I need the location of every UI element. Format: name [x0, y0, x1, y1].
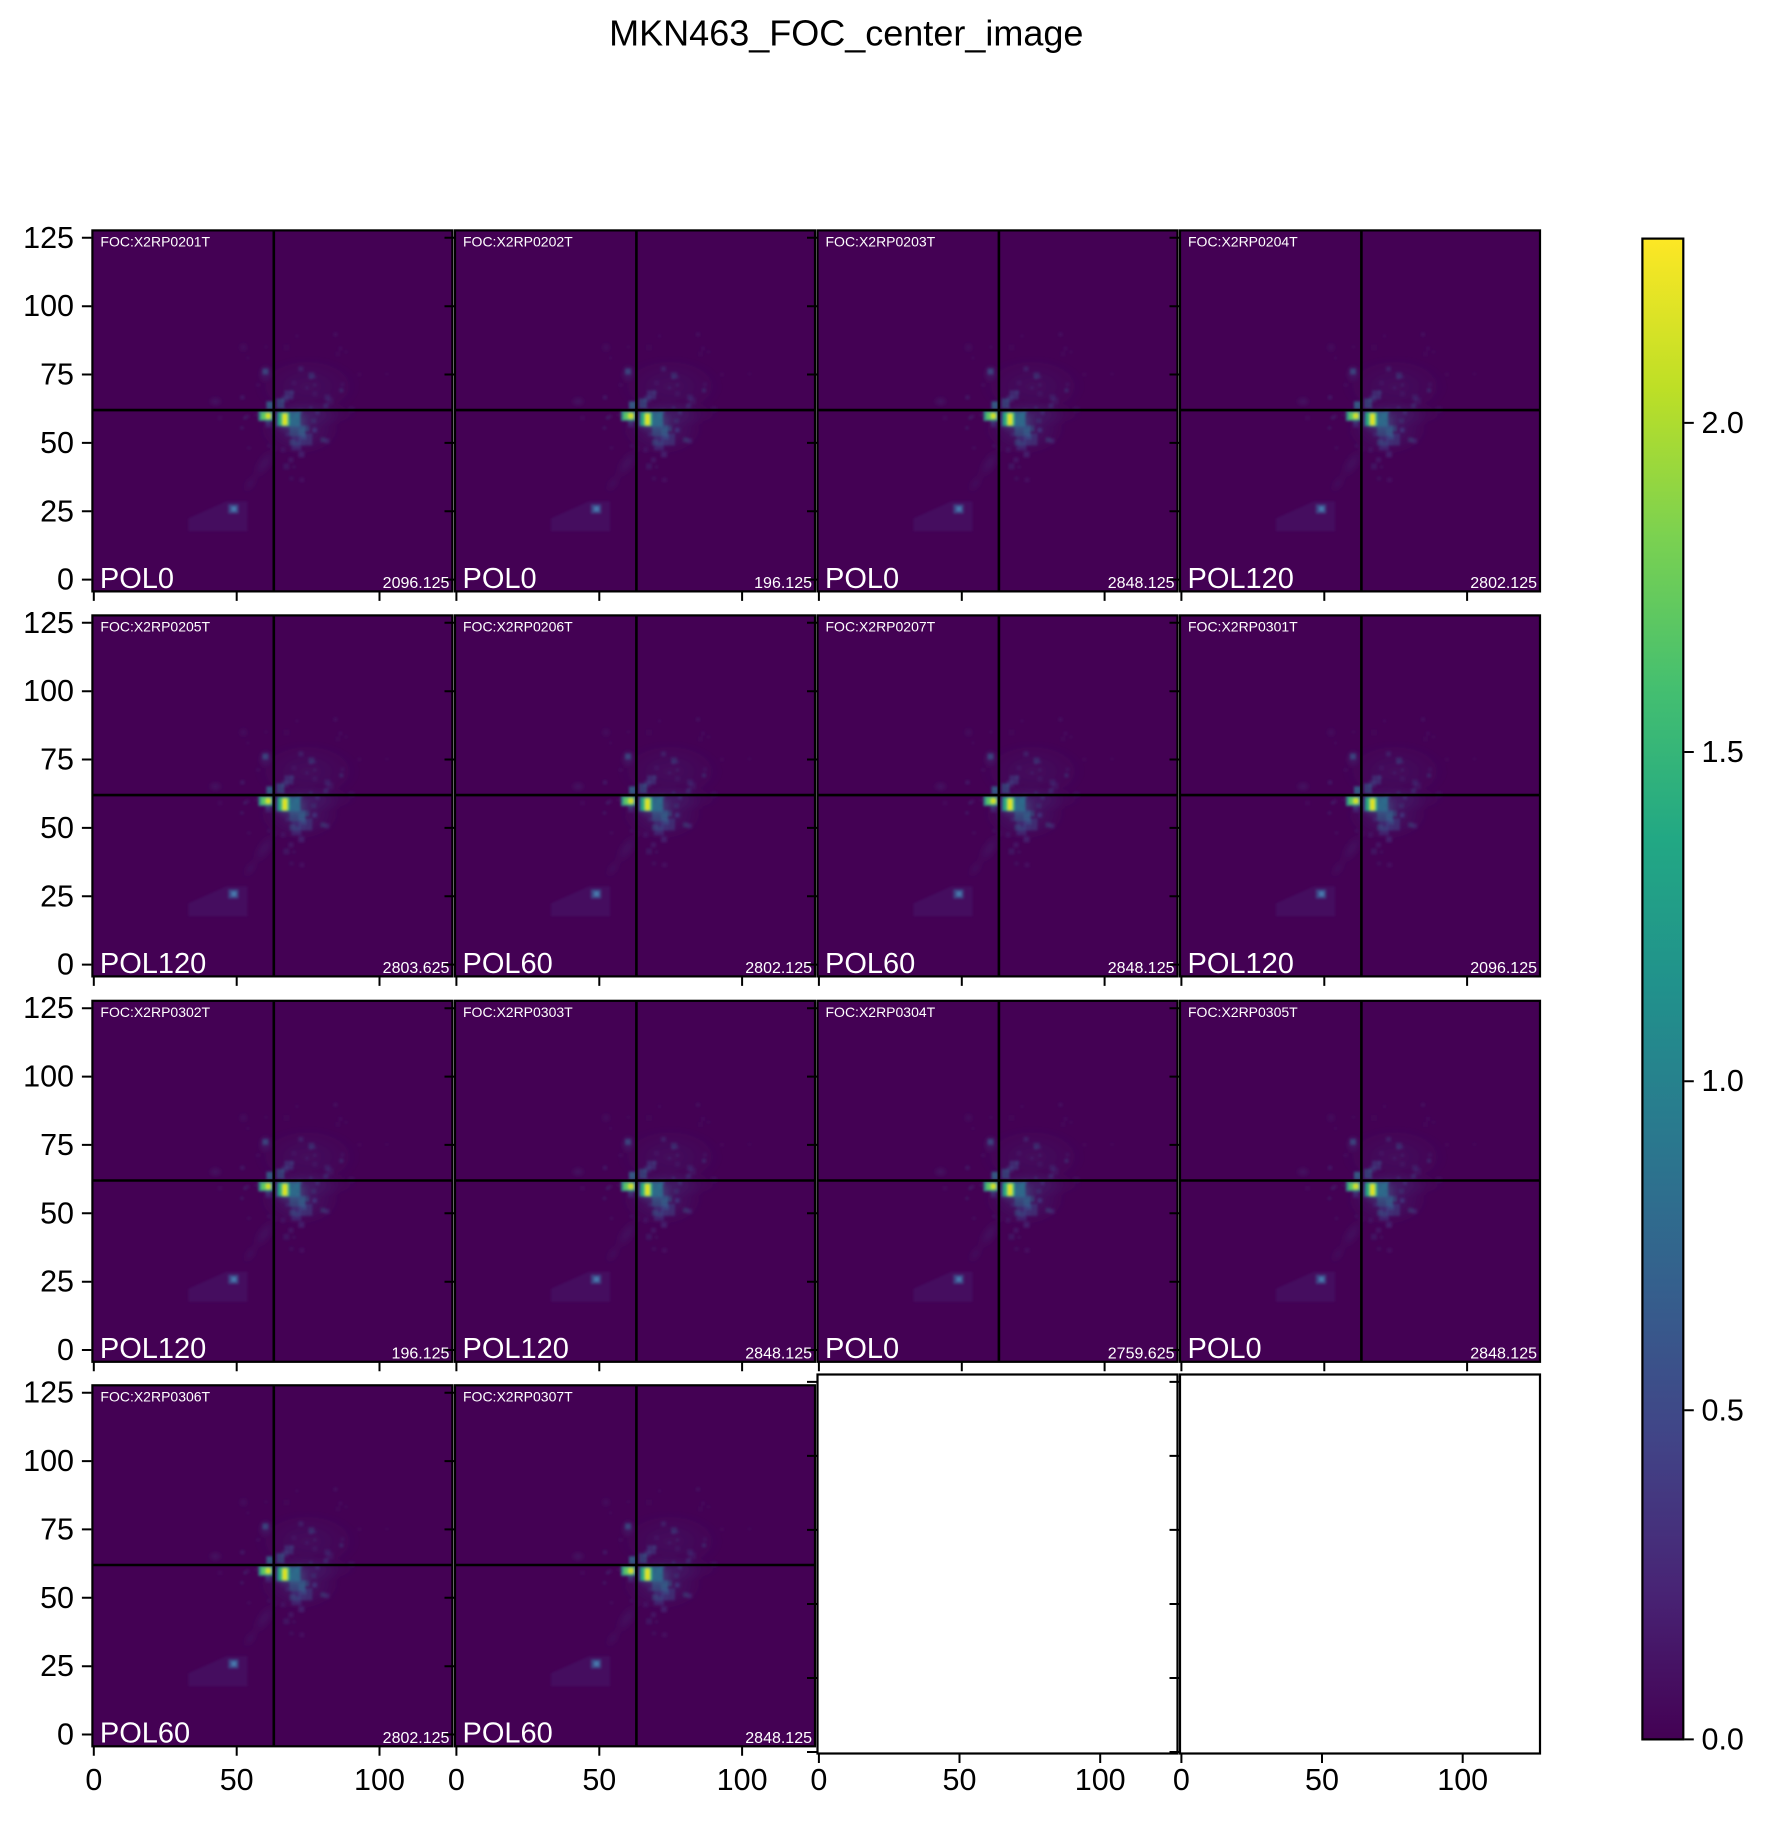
svg-text:2.0: 2.0	[1702, 406, 1744, 440]
svg-text:POL60: POL60	[463, 948, 553, 980]
svg-text:POL60: POL60	[100, 1718, 190, 1750]
svg-text:1.5: 1.5	[1702, 735, 1744, 769]
svg-text:100: 100	[1437, 1763, 1488, 1797]
svg-text:FOC:X2RP0203T: FOC:X2RP0203T	[826, 233, 936, 249]
svg-text:POL0: POL0	[825, 1333, 899, 1365]
svg-text:POL60: POL60	[463, 1718, 553, 1750]
svg-text:2802.125: 2802.125	[383, 1730, 450, 1747]
svg-text:POL0: POL0	[825, 563, 899, 595]
svg-text:50: 50	[40, 1581, 74, 1615]
svg-text:FOC:X2RP0302T: FOC:X2RP0302T	[100, 1004, 210, 1020]
svg-text:100: 100	[23, 1060, 74, 1094]
svg-text:2848.125: 2848.125	[745, 1730, 812, 1747]
svg-text:FOC:X2RP0301T: FOC:X2RP0301T	[1188, 618, 1298, 634]
svg-text:2096.125: 2096.125	[383, 575, 450, 592]
svg-text:125: 125	[23, 606, 74, 640]
svg-text:100: 100	[717, 1763, 768, 1797]
svg-text:FOC:X2RP0307T: FOC:X2RP0307T	[463, 1388, 573, 1404]
svg-text:50: 50	[40, 811, 74, 845]
svg-text:100: 100	[23, 1444, 74, 1478]
svg-text:125: 125	[23, 991, 74, 1025]
svg-text:FOC:X2RP0205T: FOC:X2RP0205T	[100, 618, 210, 634]
svg-text:FOC:X2RP0305T: FOC:X2RP0305T	[1188, 1004, 1298, 1020]
svg-text:2803.625: 2803.625	[383, 960, 450, 977]
svg-text:0.5: 0.5	[1702, 1393, 1744, 1427]
svg-text:196.125: 196.125	[392, 1346, 450, 1363]
svg-text:75: 75	[40, 1512, 74, 1546]
svg-text:FOC:X2RP0202T: FOC:X2RP0202T	[463, 233, 573, 249]
svg-text:100: 100	[23, 289, 74, 323]
svg-text:50: 50	[220, 1763, 254, 1797]
svg-text:2848.125: 2848.125	[1470, 1346, 1537, 1363]
svg-text:0: 0	[1173, 1763, 1190, 1797]
svg-text:POL120: POL120	[463, 1333, 569, 1365]
svg-text:POL120: POL120	[1188, 948, 1294, 980]
svg-text:0: 0	[57, 1333, 74, 1367]
svg-text:75: 75	[40, 358, 74, 392]
svg-text:POL120: POL120	[100, 948, 206, 980]
svg-text:POL120: POL120	[1188, 563, 1294, 595]
svg-text:FOC:X2RP0207T: FOC:X2RP0207T	[826, 618, 936, 634]
svg-text:25: 25	[40, 1265, 74, 1299]
svg-text:POL0: POL0	[1188, 1333, 1262, 1365]
svg-text:POL60: POL60	[825, 948, 915, 980]
svg-text:25: 25	[40, 1649, 74, 1683]
svg-text:25: 25	[40, 879, 74, 913]
svg-text:POL120: POL120	[100, 1333, 206, 1365]
svg-text:MKN463_FOC_center_image: MKN463_FOC_center_image	[609, 12, 1083, 53]
svg-text:0: 0	[57, 563, 74, 597]
svg-text:FOC:X2RP0304T: FOC:X2RP0304T	[826, 1004, 936, 1020]
svg-text:100: 100	[354, 1763, 405, 1797]
svg-text:75: 75	[40, 1128, 74, 1162]
svg-text:100: 100	[23, 674, 74, 708]
svg-text:100: 100	[1075, 1763, 1126, 1797]
svg-text:POL0: POL0	[463, 563, 537, 595]
svg-text:2848.125: 2848.125	[1108, 575, 1175, 592]
svg-text:125: 125	[23, 221, 74, 255]
svg-text:50: 50	[1305, 1763, 1339, 1797]
svg-text:50: 50	[582, 1763, 616, 1797]
svg-text:FOC:X2RP0303T: FOC:X2RP0303T	[463, 1004, 573, 1020]
svg-text:2802.125: 2802.125	[745, 960, 812, 977]
svg-text:50: 50	[943, 1763, 977, 1797]
svg-text:FOC:X2RP0201T: FOC:X2RP0201T	[100, 233, 210, 249]
svg-text:0: 0	[810, 1763, 827, 1797]
svg-text:0: 0	[57, 948, 74, 982]
svg-text:2848.125: 2848.125	[1108, 960, 1175, 977]
svg-text:2759.625: 2759.625	[1108, 1346, 1175, 1363]
svg-text:FOC:X2RP0204T: FOC:X2RP0204T	[1188, 233, 1298, 249]
svg-text:2848.125: 2848.125	[745, 1346, 812, 1363]
svg-text:196.125: 196.125	[754, 575, 812, 592]
svg-text:0: 0	[448, 1763, 465, 1797]
svg-text:25: 25	[40, 494, 74, 528]
svg-text:0: 0	[57, 1718, 74, 1752]
svg-text:POL0: POL0	[100, 563, 174, 595]
svg-text:50: 50	[40, 426, 74, 460]
svg-text:50: 50	[40, 1196, 74, 1230]
svg-text:0.0: 0.0	[1702, 1722, 1744, 1756]
svg-text:FOC:X2RP0306T: FOC:X2RP0306T	[100, 1388, 210, 1404]
svg-text:0: 0	[85, 1763, 102, 1797]
svg-text:2096.125: 2096.125	[1470, 960, 1537, 977]
svg-text:125: 125	[23, 1376, 74, 1410]
svg-text:75: 75	[40, 743, 74, 777]
svg-text:FOC:X2RP0206T: FOC:X2RP0206T	[463, 618, 573, 634]
svg-text:2802.125: 2802.125	[1470, 575, 1537, 592]
svg-text:1.0: 1.0	[1702, 1064, 1744, 1098]
